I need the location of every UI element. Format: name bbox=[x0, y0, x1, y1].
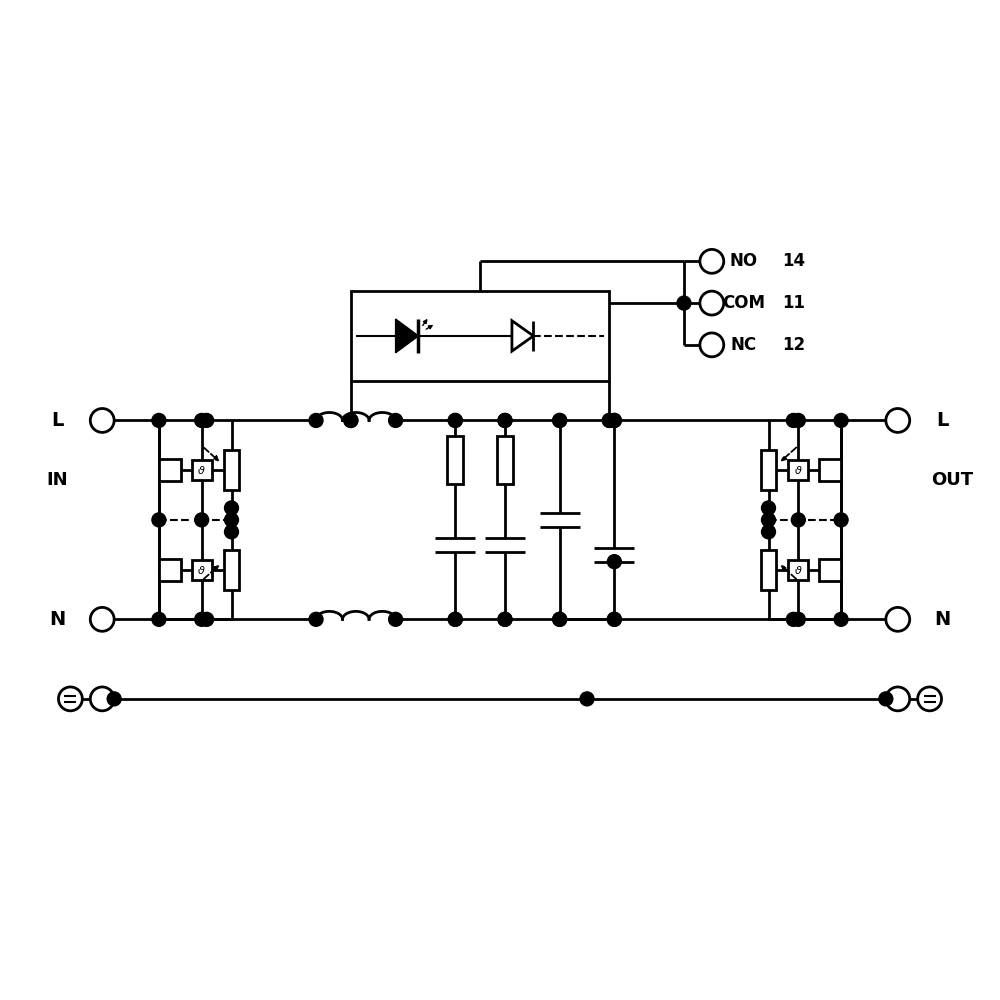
Circle shape bbox=[791, 513, 805, 527]
Circle shape bbox=[602, 413, 616, 427]
Circle shape bbox=[498, 413, 512, 427]
Circle shape bbox=[791, 612, 805, 626]
Circle shape bbox=[580, 692, 594, 706]
Circle shape bbox=[602, 413, 616, 427]
Circle shape bbox=[762, 525, 775, 539]
Circle shape bbox=[762, 513, 775, 527]
Bar bbox=[159, 559, 181, 581]
Bar bbox=[351, 291, 609, 381]
Circle shape bbox=[607, 413, 621, 427]
Circle shape bbox=[553, 612, 567, 626]
Text: N: N bbox=[49, 610, 66, 629]
Circle shape bbox=[553, 413, 567, 427]
Text: 14: 14 bbox=[782, 252, 805, 270]
Polygon shape bbox=[396, 319, 418, 353]
Circle shape bbox=[834, 413, 848, 427]
Circle shape bbox=[834, 612, 848, 626]
Circle shape bbox=[225, 501, 238, 515]
Circle shape bbox=[498, 612, 512, 626]
Bar bbox=[788, 460, 808, 480]
Bar bbox=[819, 559, 841, 581]
Circle shape bbox=[152, 612, 166, 626]
Circle shape bbox=[448, 413, 462, 427]
Circle shape bbox=[448, 612, 462, 626]
Circle shape bbox=[791, 413, 805, 427]
Circle shape bbox=[607, 555, 621, 569]
Circle shape bbox=[195, 513, 209, 527]
Bar bbox=[159, 459, 181, 481]
Bar bbox=[192, 560, 212, 580]
Circle shape bbox=[448, 413, 462, 427]
Circle shape bbox=[879, 692, 893, 706]
Circle shape bbox=[195, 413, 209, 427]
Circle shape bbox=[309, 413, 323, 427]
Circle shape bbox=[200, 612, 214, 626]
Bar bbox=[761, 450, 776, 490]
Circle shape bbox=[344, 413, 358, 427]
Circle shape bbox=[607, 612, 621, 626]
Circle shape bbox=[834, 513, 848, 527]
Text: COM: COM bbox=[722, 294, 765, 312]
Bar bbox=[192, 460, 212, 480]
Circle shape bbox=[786, 612, 800, 626]
Text: L: L bbox=[936, 411, 949, 430]
Bar bbox=[447, 436, 463, 484]
Circle shape bbox=[607, 413, 621, 427]
Bar bbox=[819, 459, 841, 481]
Text: OUT: OUT bbox=[931, 471, 974, 489]
Text: $\vartheta$: $\vartheta$ bbox=[794, 564, 803, 576]
Circle shape bbox=[152, 413, 166, 427]
Bar bbox=[497, 436, 513, 484]
Circle shape bbox=[309, 612, 323, 626]
Circle shape bbox=[786, 413, 800, 427]
Bar bbox=[788, 560, 808, 580]
Circle shape bbox=[200, 413, 214, 427]
Text: $\vartheta$: $\vartheta$ bbox=[197, 564, 206, 576]
Text: 11: 11 bbox=[782, 294, 805, 312]
Circle shape bbox=[107, 692, 121, 706]
Circle shape bbox=[607, 612, 621, 626]
Circle shape bbox=[195, 612, 209, 626]
Circle shape bbox=[498, 612, 512, 626]
Text: $\vartheta$: $\vartheta$ bbox=[794, 464, 803, 476]
Circle shape bbox=[389, 413, 403, 427]
Text: 12: 12 bbox=[782, 336, 805, 354]
Circle shape bbox=[677, 296, 691, 310]
Bar bbox=[224, 550, 239, 589]
Circle shape bbox=[448, 612, 462, 626]
Circle shape bbox=[498, 413, 512, 427]
Circle shape bbox=[553, 612, 567, 626]
Circle shape bbox=[762, 501, 775, 515]
Text: NO: NO bbox=[730, 252, 758, 270]
Circle shape bbox=[344, 413, 358, 427]
Circle shape bbox=[225, 525, 238, 539]
Text: $\vartheta$: $\vartheta$ bbox=[197, 464, 206, 476]
Circle shape bbox=[225, 513, 238, 527]
Text: L: L bbox=[51, 411, 64, 430]
Text: N: N bbox=[934, 610, 951, 629]
Circle shape bbox=[389, 612, 403, 626]
Bar bbox=[761, 550, 776, 589]
Text: NC: NC bbox=[731, 336, 757, 354]
Circle shape bbox=[553, 413, 567, 427]
Circle shape bbox=[152, 513, 166, 527]
Text: IN: IN bbox=[47, 471, 68, 489]
Bar bbox=[224, 450, 239, 490]
